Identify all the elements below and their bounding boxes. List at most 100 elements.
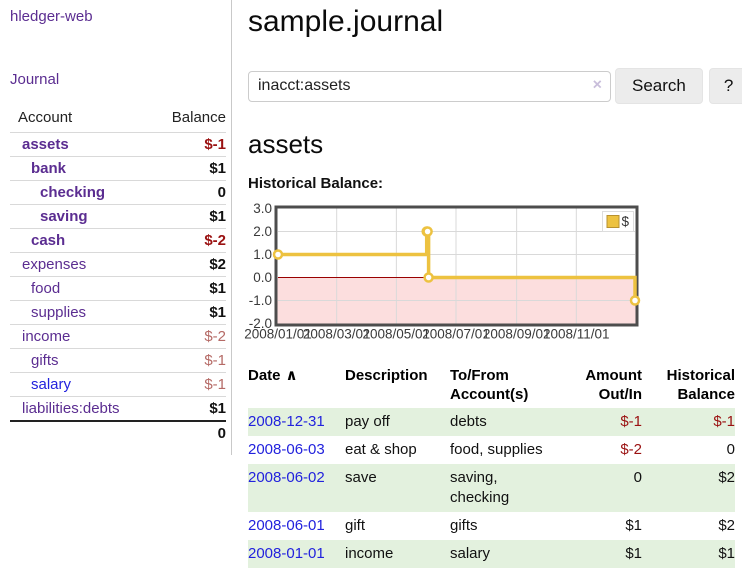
- register-row[interactable]: 2008-06-02 save saving, checking 0 $2: [248, 464, 735, 512]
- transaction-accounts: saving, checking: [450, 469, 510, 506]
- legend-swatch: [606, 215, 620, 228]
- plot-border: [274, 205, 639, 327]
- transaction-balance: 0: [726, 441, 735, 458]
- transaction-date-link[interactable]: 2008-12-31: [248, 413, 325, 430]
- clear-search-icon[interactable]: ×: [592, 76, 602, 94]
- account-balance: $1: [209, 400, 226, 417]
- transaction-description: pay off: [345, 413, 390, 430]
- x-tick-label: 2008/01/01: [244, 327, 312, 342]
- register-row[interactable]: 2008-06-01 gift gifts $1 $2: [248, 512, 735, 540]
- register-col-header[interactable]: Date ∧: [248, 367, 298, 384]
- account-link[interactable]: checking: [40, 184, 106, 201]
- account-link[interactable]: gifts: [31, 352, 59, 369]
- account-balance: $2: [209, 256, 226, 273]
- account-row: assets $-1: [10, 132, 226, 157]
- data-point-marker: [423, 272, 434, 283]
- register-row[interactable]: 2008-06-03 eat & shop food, supplies $-2 0: [248, 436, 735, 464]
- transaction-description: income: [345, 545, 394, 562]
- transaction-accounts: salary: [450, 545, 491, 562]
- account-row: checking 0: [10, 180, 226, 205]
- account-link[interactable]: cash: [31, 232, 66, 249]
- search-button[interactable]: Search: [615, 68, 703, 104]
- x-tick-label: 2008/07/01: [422, 327, 490, 342]
- main-content: sample.journal × Search ? assets Histori…: [232, 0, 742, 588]
- transaction-date-link[interactable]: 2008-06-02: [248, 469, 325, 486]
- register-col-header: Historical Balance: [666, 367, 735, 403]
- sort-ascending-icon: ∧: [285, 367, 298, 384]
- account-link[interactable]: liabilities:debts: [22, 400, 120, 417]
- transaction-balance: $1: [718, 545, 735, 562]
- account-balance: $-2: [204, 232, 226, 249]
- x-tick-label: 2008/11/01: [543, 327, 610, 342]
- account-link[interactable]: bank: [31, 160, 67, 177]
- x-tick-label: 2008/03/01: [303, 327, 371, 342]
- x-tick-label: 2008/09/01: [483, 327, 551, 342]
- register-header-row: Date ∧ Description To/From Account(s) Amount O…: [248, 364, 735, 408]
- transaction-date-link[interactable]: 2008-06-01: [248, 517, 325, 534]
- account-balance: $1: [209, 304, 226, 321]
- transaction-accounts: food, supplies: [450, 441, 543, 458]
- register-col-header: Amount Out/In: [585, 367, 642, 403]
- accounts-header-row: Account Balance: [10, 107, 226, 133]
- transaction-amount: $1: [625, 545, 642, 562]
- accounts-table: Account Balance assets $-1 bank $1 checking 0…: [10, 107, 226, 445]
- register-table: Date ∧ Description To/From Account(s) Amount O…: [248, 364, 735, 568]
- account-row: bank $1: [10, 156, 226, 181]
- register-row[interactable]: 2008-12-31 pay off debts $-1 $-1: [248, 408, 735, 436]
- transaction-description: gift: [345, 517, 366, 534]
- account-balance: $1: [209, 160, 226, 177]
- accounts-header-balance: Balance: [171, 109, 226, 126]
- help-button[interactable]: ?: [708, 68, 742, 104]
- transaction-amount: $-2: [620, 441, 642, 458]
- account-row: liabilities:debts $1: [10, 396, 226, 422]
- account-title: assets: [248, 129, 324, 159]
- account-row: supplies $1: [10, 300, 226, 325]
- transaction-balance: $2: [718, 469, 735, 486]
- transaction-date-link[interactable]: 2008-06-03: [248, 441, 325, 458]
- transaction-amount: $1: [625, 517, 642, 534]
- transaction-description: save: [345, 469, 377, 486]
- account-link[interactable]: expenses: [22, 256, 87, 273]
- account-balance: $1: [209, 208, 226, 225]
- register-row[interactable]: 2008-01-01 income salary $1 $1: [248, 540, 735, 568]
- account-balance: $1: [209, 280, 226, 297]
- y-tick-label: 1.0: [253, 247, 272, 262]
- transaction-balance: $-1: [713, 413, 735, 430]
- account-balance: $-1: [204, 376, 226, 393]
- account-balance: $-1: [204, 352, 226, 369]
- account-link[interactable]: income: [22, 328, 71, 345]
- account-row: saving $1: [10, 204, 226, 229]
- account-link[interactable]: saving: [40, 208, 88, 225]
- account-row: expenses $2: [10, 252, 226, 277]
- y-tick-label: 0.0: [253, 270, 272, 285]
- account-balance: 0: [217, 184, 226, 201]
- account-row: salary $-1: [10, 372, 226, 397]
- account-link[interactable]: food: [31, 280, 61, 297]
- chart-legend: $: [602, 211, 634, 232]
- transaction-balance: $2: [718, 517, 735, 534]
- y-tick-label: 2.0: [253, 224, 272, 239]
- accounts-header-account: Account: [18, 109, 73, 126]
- transaction-date-link[interactable]: 2008-01-01: [248, 545, 325, 562]
- account-link[interactable]: supplies: [31, 304, 87, 321]
- legend-label: $: [622, 214, 630, 229]
- sidebar-item-journal[interactable]: Journal: [10, 71, 60, 88]
- page-title: sample.journal: [248, 5, 444, 38]
- transaction-description: eat & shop: [345, 441, 417, 458]
- search-input[interactable]: [248, 70, 611, 102]
- data-point-marker: [629, 295, 641, 306]
- account-link[interactable]: assets: [22, 136, 69, 153]
- x-tick-label: 2008/05/01: [363, 327, 431, 342]
- brand-link[interactable]: hledger-web: [10, 8, 93, 25]
- data-point-marker: [272, 249, 284, 260]
- search-form: × Search ?: [248, 68, 742, 104]
- transaction-accounts: gifts: [450, 517, 478, 534]
- account-row: gifts $-1: [10, 348, 226, 373]
- account-balance: $-1: [204, 136, 226, 153]
- account-link[interactable]: salary: [31, 376, 72, 393]
- transaction-accounts: debts: [450, 413, 487, 430]
- account-balance: $-2: [204, 328, 226, 345]
- historical-balance-chart: $3.0 2.0 1.0 0.0 -1.0 -2.0 2008/01/01 2008/03/0…: [244, 201, 742, 347]
- register-col-header: To/From Account(s): [450, 367, 529, 403]
